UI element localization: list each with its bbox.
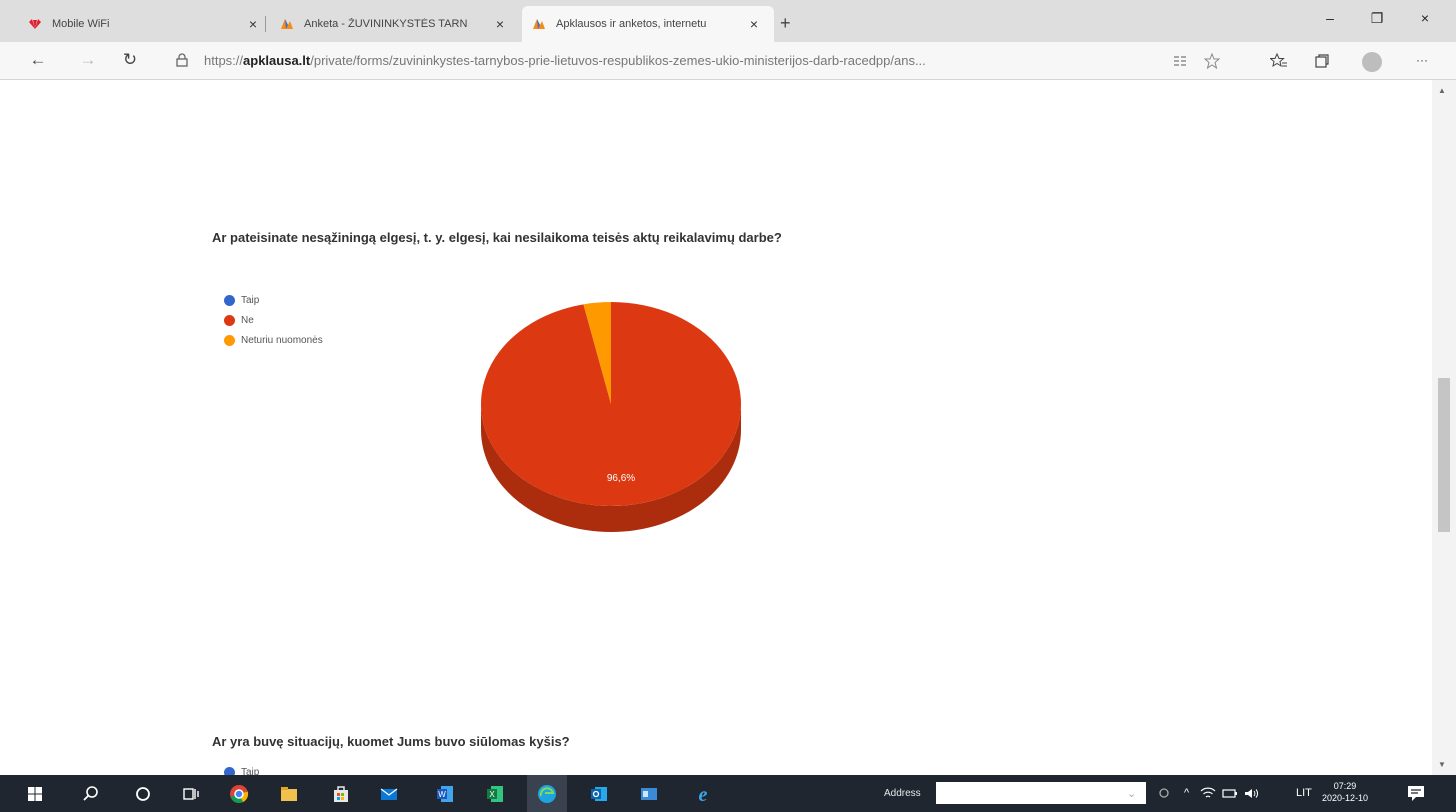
vertical-scrollbar[interactable]: ▲ ▼	[1432, 80, 1456, 775]
collections-icon[interactable]	[1314, 53, 1330, 69]
scroll-up-icon[interactable]: ▲	[1438, 86, 1446, 95]
svg-text:W: W	[438, 790, 446, 799]
page-content: Ar pateisinate nesąžiningą elgesį, t. y.…	[0, 80, 1432, 775]
chart-legend: Taip Ne Neturiu nuomonės	[224, 290, 323, 350]
reader-view-icon[interactable]	[1172, 54, 1188, 68]
legend-swatch-icon	[224, 294, 235, 306]
pie-slice-neturiu-nuomonės[interactable]	[583, 302, 611, 404]
mail-icon[interactable]	[378, 783, 400, 805]
pie-side-ne	[481, 404, 741, 532]
address-dropdown-icon[interactable]: ⌄	[1127, 788, 1137, 800]
maximize-button[interactable]: ❐	[1370, 10, 1384, 26]
legend-item-taip[interactable]: Taip	[224, 290, 323, 310]
pie-chart: 96,6%	[481, 302, 741, 532]
legend-item-ne[interactable]: Ne	[224, 310, 323, 330]
apklausa-logo-icon	[533, 19, 545, 29]
close-window-button[interactable]: ×	[1420, 10, 1430, 26]
svg-text:X: X	[489, 790, 495, 799]
tab-separator	[265, 16, 266, 32]
address-go-icon[interactable]	[1158, 787, 1170, 799]
word-icon[interactable]: W	[434, 783, 456, 805]
legend-swatch-icon	[224, 314, 235, 326]
tab-mobile-wifi[interactable]: Mobile WiFi ×	[18, 6, 273, 42]
question-1-title: Ar pateisinate nesąžiningą elgesį, t. y.…	[212, 230, 782, 245]
url-prefix: https://	[204, 53, 244, 68]
chrome-icon[interactable]	[228, 783, 250, 805]
legend-label: Neturiu nuomonės	[241, 334, 323, 346]
file-explorer-icon[interactable]	[278, 783, 300, 805]
legend-label: Taip	[241, 766, 260, 776]
tab-bar: Mobile WiFi × Anketa - ŽUVININKYSTĖS TAR…	[0, 0, 1456, 42]
forward-button[interactable]: →	[79, 50, 97, 69]
lock-icon[interactable]	[176, 53, 188, 67]
network-icon[interactable]	[1200, 787, 1216, 800]
more-menu-button[interactable]: ···	[1416, 53, 1428, 67]
show-hidden-icons-icon[interactable]: ^	[1184, 787, 1190, 799]
legend-label: Ne	[241, 314, 254, 326]
close-tab-icon[interactable]: ×	[248, 16, 258, 32]
scroll-thumb[interactable]	[1438, 378, 1450, 532]
outlook-icon[interactable]	[588, 783, 610, 805]
huawei-logo-icon	[29, 19, 41, 29]
new-tab-button[interactable]: +	[780, 13, 791, 33]
battery-icon[interactable]	[1222, 787, 1238, 800]
question-2-title: Ar yra buvę situacijų, kuomet Jums buvo …	[212, 734, 570, 749]
edge-taskbar-button[interactable]	[527, 775, 567, 812]
windows-taskbar: W X e Address ⌄ ^	[0, 775, 1456, 812]
store-icon[interactable]	[330, 783, 352, 805]
tab-title: Apklausos ir anketos, internetu	[556, 18, 707, 30]
minimize-button[interactable]: –	[1326, 10, 1334, 26]
windows-start-icon[interactable]	[24, 783, 46, 805]
cortana-icon[interactable]	[132, 783, 154, 805]
language-indicator[interactable]: LIT	[1296, 787, 1312, 799]
taskbar-address-label: Address	[884, 788, 921, 799]
search-icon[interactable]	[80, 783, 102, 805]
favorites-icon[interactable]	[1270, 53, 1288, 69]
refresh-button[interactable]: ↻	[122, 50, 138, 69]
apklausa-logo-icon	[281, 19, 293, 29]
legend-item-neturiu-nuomones[interactable]: Neturiu nuomonės	[224, 330, 323, 350]
legend-swatch-icon	[224, 334, 235, 346]
close-tab-icon[interactable]: ×	[495, 16, 505, 32]
notifications-icon[interactable]	[1406, 784, 1426, 802]
browser-toolbar: ← → ↻ https://apklausa.lt/private/forms/…	[0, 42, 1456, 80]
scroll-down-icon[interactable]: ▼	[1438, 760, 1446, 769]
app-window-icon[interactable]	[638, 783, 660, 805]
excel-icon[interactable]: X	[484, 783, 506, 805]
favorite-star-icon[interactable]	[1204, 53, 1220, 69]
clock-time: 07:29	[1333, 781, 1357, 791]
task-view-icon[interactable]	[180, 783, 202, 805]
volume-icon[interactable]	[1244, 787, 1260, 800]
close-tab-icon[interactable]: ×	[749, 16, 759, 32]
internet-explorer-icon[interactable]: e	[692, 783, 714, 805]
tab-apklausos[interactable]: Apklausos ir anketos, internetu ×	[522, 6, 774, 42]
edge-icon	[538, 784, 556, 803]
address-bar[interactable]: https://apklausa.lt/private/forms/zuvini…	[204, 53, 1179, 68]
question-2-legend-item[interactable]: Taip	[224, 762, 259, 775]
svg-text:e: e	[699, 784, 708, 805]
taskbar-address-input[interactable]	[936, 782, 1146, 804]
legend-label: Taip	[241, 294, 260, 306]
taskbar-clock[interactable]: 07:29 2020-12-10	[1322, 780, 1368, 804]
legend-swatch-icon	[224, 766, 235, 775]
tab-anketa[interactable]: Anketa - ŽUVININKYSTĖS TARN ×	[270, 6, 520, 42]
tab-title: Mobile WiFi	[52, 18, 110, 30]
url-domain: apklausa.lt	[243, 53, 311, 68]
back-button[interactable]: ←	[29, 50, 47, 69]
profile-avatar[interactable]	[1362, 52, 1382, 72]
pie-data-label: 96,6%	[607, 473, 635, 484]
tab-title: Anketa - ŽUVININKYSTĖS TARN	[304, 18, 468, 30]
clock-date: 2020-12-10	[1322, 793, 1369, 803]
url-path: /private/forms/zuvininkystes-tarnybos-pr…	[310, 53, 926, 68]
